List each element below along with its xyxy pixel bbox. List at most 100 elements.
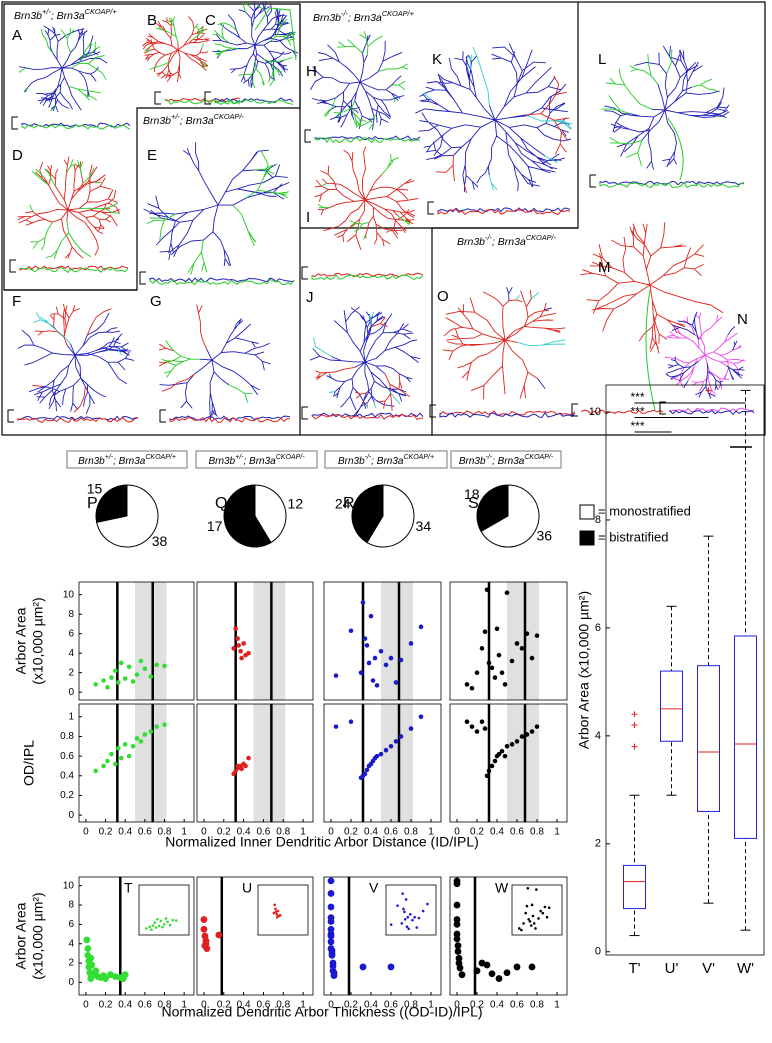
data-point [524,631,530,636]
dendrite [435,75,570,194]
x-tick-label: V' [702,960,715,977]
data-point [241,641,246,646]
genotype-part: Brn3b [313,12,341,24]
depth-bracket [204,91,211,105]
y-tick-label: 10 [63,589,75,600]
data-point [202,940,210,948]
x-tick-label: 0.8 [404,1000,418,1011]
dendrite [313,311,401,409]
plot-frame [196,703,314,823]
depth-bracket [159,409,166,423]
dendrite [19,25,108,113]
data-point [482,726,488,731]
x-tick-label: 0.2 [217,1000,231,1011]
data-point [148,674,154,679]
y-tick-label: 0 [595,946,601,958]
inset-point [543,905,547,909]
genotype-part: ; Brn3a [371,456,404,467]
shaded-band [507,582,539,700]
dendrite [212,2,297,89]
data-point [134,736,140,741]
x-tick-label: 0.8 [530,827,544,838]
side-view [599,180,745,186]
inset-point [164,917,168,920]
data-point [528,963,536,971]
genotype-label: Brn3b+/-; Brn3aCKOAP/+ [14,7,117,22]
inset-frame [511,884,563,936]
data-point [479,646,485,651]
data-point [126,753,132,759]
depth-bracket [429,404,436,418]
data-point [246,650,251,656]
data-point [348,719,354,724]
data-point [368,613,374,619]
data-point [408,641,414,646]
x-tick-label: U' [665,960,679,977]
data-point [154,662,159,668]
x-tick-label: 1 [181,1000,187,1011]
side-view [311,413,424,420]
x-tick-label: 1 [300,827,306,838]
side-view [17,416,139,424]
x-tick-label: 0.6 [256,1000,270,1011]
genotype-part: CKOAP/+ [85,7,118,16]
y-tick-label: 8 [595,514,601,526]
plot-frame [449,581,568,701]
inset-point [527,917,530,921]
genotype-part: ; Brn3a [180,115,214,127]
inset-point [161,925,164,929]
x-tick-label: 0.4 [364,827,378,838]
side-view [581,409,664,415]
data-point [88,961,96,969]
genotype-part: -/- [365,454,372,461]
data-point [489,763,495,769]
dendrite [29,159,120,259]
y-tick-label: 0 [68,977,74,988]
pie-label: R [343,495,355,512]
genotype-part: ; Brn3a [51,10,85,22]
data-point [134,672,140,677]
y-tick-label: 8 [68,900,74,911]
panel-label: V [369,880,379,896]
shaded-band [381,582,413,700]
inset-point [389,923,393,926]
inset-point [530,903,534,907]
data-point [328,951,336,959]
inset-point [159,919,163,923]
x-axis-label: Normalized Inner Dendritic Arbor Distanc… [165,834,479,850]
genotype-label: Brn3b-/-; Brn3aCKOAP/+ [313,9,415,24]
data-point [84,945,92,952]
shaded-band [381,704,413,822]
data-point [122,676,128,681]
data-point [456,964,464,972]
x-tick-label: 0.8 [404,827,418,838]
pie-slice [95,484,128,523]
dendrite [309,34,405,130]
x-axis-label: Normalized Dendritic Arbor Thickness ((O… [161,1004,482,1020]
panel-label: L [598,51,606,68]
data-point [126,664,132,670]
y-tick-label: 2 [68,667,74,678]
side-view [437,207,571,213]
x-tick-label: 1 [300,1000,306,1011]
data-point [148,729,154,734]
panel-label: C [205,12,216,29]
dendrite [415,43,571,193]
data-point [327,925,335,933]
data-point [246,755,251,761]
depth-bracket [571,403,578,417]
data-point [362,636,368,641]
panel-label: I [306,209,310,226]
side-view [439,410,576,416]
data-point [113,761,118,767]
side-view [311,274,424,280]
x-tick-label: 0.6 [138,827,152,838]
data-point [243,763,248,769]
data-point [519,646,525,651]
inset-point [406,915,410,919]
data-point [200,916,208,923]
side-view [314,136,420,144]
x-tick-label: 0.4 [118,1000,132,1011]
data-point [513,963,521,971]
